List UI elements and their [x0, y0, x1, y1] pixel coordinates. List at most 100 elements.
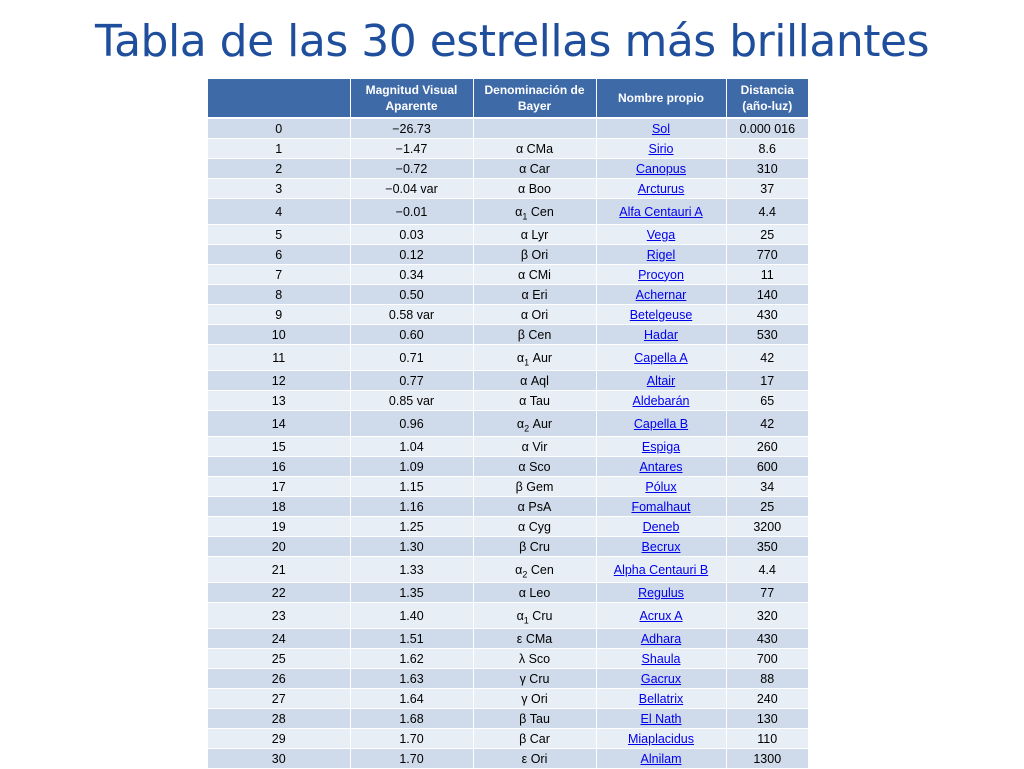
cell-magnitude: 0.34 [350, 264, 474, 285]
cell-distance: 25 [726, 224, 808, 245]
bayer-letter: α [516, 350, 525, 365]
star-name-link[interactable]: Arcturus [637, 181, 685, 196]
cell-bayer: α2 Cen [473, 556, 597, 583]
cell-name: Procyon [596, 264, 727, 285]
star-name-link[interactable]: Deneb [642, 519, 680, 534]
cell-magnitude: 1.51 [350, 628, 474, 649]
cell-distance: 260 [726, 436, 808, 457]
star-name-link[interactable]: Altair [646, 373, 676, 388]
star-name-link[interactable]: Becrux [641, 539, 681, 554]
bayer-constellation: Aur [529, 416, 553, 431]
bayer-letter: α [520, 373, 528, 388]
cell-name: Alnilam [596, 748, 727, 769]
star-name-link[interactable]: Fomalhaut [631, 499, 691, 514]
cell-name: Alpha Centauri B [596, 556, 727, 583]
bayer-letter: α [518, 585, 526, 600]
table-row: 25 1.62 λ Sco Shaula 700 [208, 648, 808, 669]
cell-bayer: α CMa [473, 138, 597, 159]
page-title: Tabla de las 30 estrellas más brillantes [94, 16, 930, 67]
header-name: Nombre propio [596, 79, 727, 119]
star-name-link[interactable]: Hadar [643, 327, 679, 342]
cell-name: Aldebarán [596, 390, 727, 411]
cell-name: Gacrux [596, 668, 727, 689]
cell-index: 21 [208, 556, 351, 583]
cell-bayer: α Leo [473, 582, 597, 603]
cell-bayer: β Ori [473, 244, 597, 265]
star-name-link[interactable]: Aldebarán [632, 393, 690, 408]
bayer-letter: β [517, 327, 525, 342]
cell-bayer: α Sco [473, 456, 597, 477]
table-row: 1 −1.47 α CMa Sirio 8.6 [208, 138, 808, 159]
star-name-link[interactable]: Sol [651, 121, 671, 136]
bayer-constellation: Aql [527, 373, 549, 388]
cell-magnitude: 0.58 var [350, 304, 474, 325]
bayer-letter: α [518, 267, 526, 282]
cell-bayer: λ Sco [473, 648, 597, 669]
cell-name: Betelgeuse [596, 304, 727, 325]
star-name-link[interactable]: Capella B [633, 416, 689, 431]
cell-name: Bellatrix [596, 688, 727, 709]
bayer-letter: α [515, 204, 523, 219]
star-name-link[interactable]: Capella A [634, 350, 688, 365]
cell-index: 18 [208, 496, 351, 517]
cell-name: Pólux [596, 476, 727, 497]
cell-bayer: α Ori [473, 304, 597, 325]
star-name-link[interactable]: Achernar [635, 287, 687, 302]
cell-distance: 17 [726, 370, 808, 391]
bayer-constellation: Car [526, 731, 550, 746]
bayer-constellation: Sco [525, 459, 551, 474]
star-name-link[interactable]: Adhara [640, 631, 682, 646]
star-name-link[interactable]: Sirio [648, 141, 674, 156]
cell-magnitude: 1.09 [350, 456, 474, 477]
cell-index: 3 [208, 178, 351, 199]
cell-distance: 4.4 [726, 556, 808, 583]
star-name-link[interactable]: Alpha Centauri B [613, 562, 709, 577]
cell-index: 29 [208, 728, 351, 749]
star-name-link[interactable]: Shaula [641, 651, 681, 666]
bayer-letter: α [517, 499, 525, 514]
cell-name: Capella B [596, 410, 727, 437]
cell-distance: 430 [726, 628, 808, 649]
cell-distance: 4.4 [726, 198, 808, 225]
star-name-link[interactable]: Bellatrix [638, 691, 684, 706]
cell-distance: 42 [726, 410, 808, 437]
cell-bayer: ε CMa [473, 628, 597, 649]
cell-magnitude: 1.64 [350, 688, 474, 709]
bayer-letter: α [516, 416, 525, 431]
star-name-link[interactable]: Betelgeuse [629, 307, 693, 322]
bayer-constellation: Cru [528, 608, 553, 623]
star-name-link[interactable]: Alfa Centauri A [619, 204, 703, 219]
table-row: 6 0.12 β Ori Rigel 770 [208, 244, 808, 265]
star-name-link[interactable]: Regulus [638, 585, 684, 600]
bayer-constellation: Sco [525, 651, 551, 666]
bayer-letter: ε [521, 751, 528, 766]
star-name-link[interactable]: Miaplacidus [627, 731, 694, 746]
bayer-letter: β [519, 711, 527, 726]
star-name-link[interactable]: Vega [646, 227, 676, 242]
cell-magnitude: −1.47 [350, 138, 474, 159]
bayer-constellation: Ori [527, 691, 548, 706]
cell-bayer: β Cen [473, 324, 597, 345]
star-name-link[interactable]: Pólux [645, 479, 677, 494]
star-name-link[interactable]: Procyon [638, 267, 684, 282]
star-name-link[interactable]: Gacrux [640, 671, 682, 686]
table-row: 17 1.15 β Gem Pólux 34 [208, 476, 808, 497]
table-row: 12 0.77 α Aql Altair 17 [208, 370, 808, 391]
bayer-constellation: CMa [523, 141, 554, 156]
star-name-link[interactable]: Canopus [635, 161, 687, 176]
table-row: 29 1.70 β Car Miaplacidus 110 [208, 728, 808, 749]
star-name-link[interactable]: El Nath [640, 711, 682, 726]
cell-index: 19 [208, 516, 351, 537]
star-name-link[interactable]: Alnilam [640, 751, 682, 766]
star-name-link[interactable]: Espiga [641, 439, 681, 454]
cell-bayer: γ Cru [473, 668, 597, 689]
bayer-letter: γ [519, 671, 526, 686]
table-row: 24 1.51 ε CMa Adhara 430 [208, 628, 808, 649]
cell-bayer: β Car [473, 728, 597, 749]
star-name-link[interactable]: Acrux A [639, 608, 683, 623]
cell-index: 15 [208, 436, 351, 457]
star-name-link[interactable]: Rigel [646, 247, 676, 262]
cell-index: 4 [208, 198, 351, 225]
cell-name: Becrux [596, 536, 727, 557]
star-name-link[interactable]: Antares [639, 459, 683, 474]
